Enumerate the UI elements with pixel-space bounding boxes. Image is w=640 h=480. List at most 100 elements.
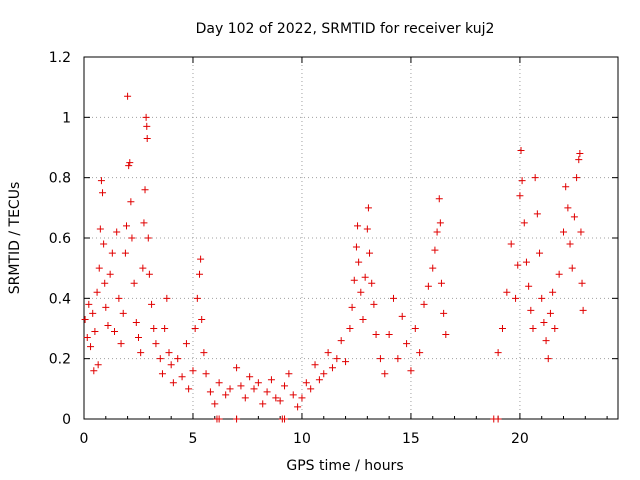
data-point	[163, 294, 171, 302]
x-tick-label: 5	[189, 431, 198, 447]
data-point	[90, 367, 98, 375]
data-point	[348, 303, 356, 311]
data-point	[97, 177, 105, 185]
data-point	[363, 225, 371, 233]
data-point	[564, 204, 572, 212]
data-point	[126, 159, 134, 167]
data-point	[104, 321, 112, 329]
x-tick-label: 10	[293, 431, 311, 447]
data-point	[551, 325, 559, 332]
data-point	[420, 300, 428, 308]
data-point	[436, 219, 444, 227]
data-point	[518, 177, 526, 185]
data-point	[254, 379, 262, 387]
data-point	[570, 213, 578, 221]
chart-title: Day 102 of 2022, SRMTID for receiver kuj…	[196, 21, 495, 37]
data-point	[106, 270, 114, 278]
y-tick-label: 0.4	[49, 291, 71, 307]
data-point	[111, 328, 119, 336]
data-point	[298, 394, 306, 402]
data-point	[161, 325, 169, 332]
data-point	[568, 264, 576, 272]
data-point	[272, 394, 280, 402]
y-tick-label: 0.6	[49, 231, 71, 247]
data-point	[222, 391, 230, 399]
data-point	[134, 334, 142, 342]
data-point	[145, 270, 153, 278]
data-point	[119, 309, 127, 317]
data-point	[333, 355, 341, 363]
data-point	[307, 385, 315, 393]
data-markers	[81, 92, 587, 411]
data-point	[328, 364, 336, 372]
data-point	[342, 358, 350, 366]
data-point	[241, 394, 249, 402]
data-point	[197, 255, 205, 263]
data-point	[527, 306, 535, 314]
data-point	[579, 306, 587, 314]
data-point	[259, 400, 267, 408]
data-point	[143, 122, 151, 130]
data-point	[549, 288, 557, 296]
y-tick-label: 0.2	[49, 352, 71, 368]
data-point	[141, 186, 149, 194]
data-point	[127, 198, 135, 206]
y-tick-label: 0	[62, 412, 71, 428]
data-point	[142, 113, 150, 121]
data-point	[372, 331, 380, 339]
data-point	[185, 385, 193, 393]
data-point	[562, 183, 570, 191]
data-point	[390, 294, 398, 302]
data-point	[137, 349, 145, 357]
data-point	[285, 370, 293, 378]
data-point	[370, 300, 378, 308]
data-point	[542, 337, 550, 345]
data-point	[538, 294, 546, 302]
data-point	[440, 309, 448, 317]
data-point	[250, 385, 258, 393]
data-point	[123, 222, 131, 230]
zero-point	[281, 415, 289, 423]
data-point	[315, 376, 323, 384]
data-point	[531, 174, 539, 182]
data-point	[233, 364, 241, 372]
data-point	[376, 355, 384, 363]
data-point	[178, 373, 186, 381]
data-point	[529, 325, 537, 332]
data-point	[167, 361, 175, 369]
data-point	[125, 162, 133, 170]
x-axis-title: GPS time / hours	[286, 458, 403, 474]
x-tick-label: 20	[511, 431, 529, 447]
data-point	[429, 264, 437, 272]
data-point	[320, 370, 328, 378]
plot-frame	[83, 56, 619, 420]
data-point	[267, 376, 275, 384]
data-point	[115, 294, 123, 302]
data-point	[424, 282, 432, 290]
data-point	[96, 225, 104, 233]
data-point	[536, 249, 544, 257]
data-point	[91, 328, 99, 336]
zero-point	[215, 415, 223, 423]
data-point	[143, 134, 151, 142]
data-point	[546, 309, 554, 317]
data-point	[289, 391, 297, 399]
data-point	[140, 219, 148, 227]
x-tick-label: 15	[402, 431, 420, 447]
data-point	[398, 312, 406, 320]
data-point	[411, 325, 419, 332]
zero-point	[494, 415, 502, 423]
data-point	[132, 318, 140, 326]
data-point	[560, 228, 568, 236]
data-point	[191, 325, 199, 332]
data-point	[544, 355, 552, 363]
data-point	[350, 276, 358, 284]
data-point	[87, 343, 95, 351]
data-point	[124, 92, 132, 100]
data-point	[566, 240, 574, 248]
data-point	[540, 318, 548, 326]
x-tick-label: 0	[80, 431, 89, 447]
data-point	[100, 240, 108, 248]
data-point	[324, 349, 332, 357]
data-point	[364, 204, 372, 212]
